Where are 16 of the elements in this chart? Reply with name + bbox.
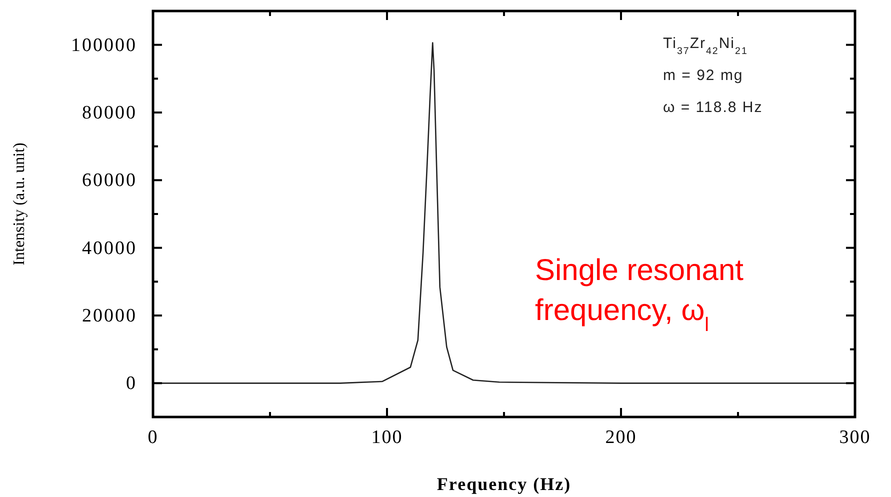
annotation: Ti$_{37}$Zr$_{42}$Ni$_{21}$ <box>663 35 748 56</box>
y-axis-title: Intensity (a.u. unit) <box>11 142 28 266</box>
x-tick-label: 0 <box>148 427 158 448</box>
y-tick-label: 80000 <box>82 102 137 124</box>
y-tick-label: 0 <box>126 373 137 394</box>
y-tick-label: 100000 <box>71 34 137 56</box>
x-axis-title: Frequency (Hz) <box>436 474 572 494</box>
annotation: ω = 118.8 Hz <box>663 99 763 116</box>
y-tick-label: 40000 <box>82 238 137 259</box>
annotation: Single resonant frequency, ω$_{l}$ <box>535 254 744 336</box>
y-tick-label: 20000 <box>82 306 137 326</box>
y-tick-label: 60000 <box>82 170 137 192</box>
x-tick-label: 300 <box>839 427 871 448</box>
x-tick-label: 200 <box>605 427 637 448</box>
x-tick-label: 100 <box>371 427 403 448</box>
annotation: m = 92 mg <box>663 67 744 84</box>
